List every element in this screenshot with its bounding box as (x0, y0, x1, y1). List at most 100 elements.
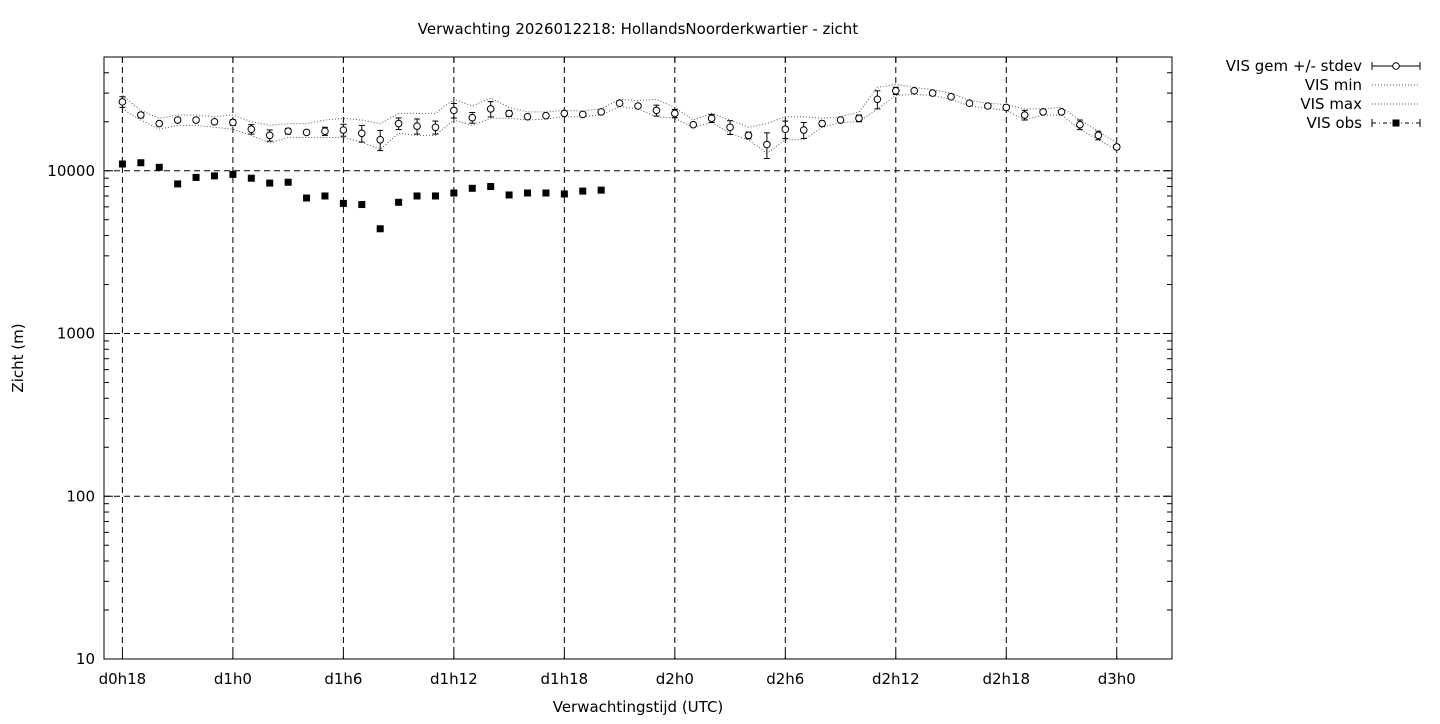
data-point-vis-obs (505, 191, 513, 199)
data-point-vis-gem (302, 128, 311, 137)
data-point-vis-obs (284, 178, 292, 186)
data-point-vis-gem (910, 86, 919, 95)
data-point-vis-gem (781, 125, 790, 134)
data-point-vis-gem (634, 102, 642, 110)
data-point-vis-obs (376, 225, 384, 233)
data-point-vis-gem (671, 109, 679, 118)
data-point-vis-obs (542, 189, 550, 197)
data-point-vis-gem (247, 125, 256, 134)
data-point-vis-gem (891, 86, 900, 95)
data-point-vis-gem (947, 92, 955, 101)
data-point-vis-obs (266, 179, 274, 187)
data-point-vis-obs (413, 192, 421, 200)
x-tick-label: d2h12 (872, 670, 920, 688)
data-point-vis-gem (1002, 103, 1011, 112)
data-point-vis-gem (1020, 111, 1029, 119)
data-point-vis-gem (615, 99, 624, 108)
y-tick-label: 10000 (47, 162, 95, 180)
data-point-vis-obs (468, 184, 476, 192)
data-point-vis-gem (1094, 131, 1103, 140)
data-point-vis-gem (1057, 108, 1066, 116)
data-point-vis-obs (339, 199, 347, 207)
data-point-vis-obs (247, 174, 255, 182)
data-point-vis-gem (1076, 120, 1084, 129)
data-point-vis-gem (818, 119, 826, 128)
y-axis-label: Zicht (m) (9, 323, 27, 392)
data-point-vis-gem (173, 116, 182, 124)
data-point-vis-gem (486, 105, 495, 113)
x-tick-label: d2h0 (656, 670, 694, 688)
data-point-vis-gem (394, 119, 403, 128)
data-point-vis-gem (763, 140, 771, 149)
data-point-vis-gem (560, 109, 569, 118)
x-tick-label: d1h18 (541, 670, 589, 688)
data-point-vis-obs (487, 183, 495, 191)
data-point-vis-gem (799, 126, 808, 134)
data-point-vis-gem (873, 95, 882, 104)
data-point-vis-obs (560, 190, 568, 198)
data-point-vis-gem (542, 111, 550, 120)
data-point-vis-gem (468, 113, 477, 122)
data-point-vis-gem (597, 108, 605, 116)
legend-label: VIS obs (1307, 114, 1363, 132)
data-point-vis-gem (450, 106, 458, 115)
data-point-vis-obs (155, 163, 163, 171)
data-point-vis-obs (450, 189, 458, 197)
x-tick-label: d1h12 (430, 670, 478, 688)
data-point-vis-obs (431, 192, 439, 200)
data-point-vis-obs (210, 172, 218, 180)
data-point-vis-gem (413, 122, 421, 130)
legend-label: VIS min (1305, 76, 1362, 94)
data-point-vis-gem (284, 127, 292, 136)
x-axis-label: Verwachtingstijd (UTC) (553, 698, 724, 716)
x-tick-label: d0h18 (99, 670, 147, 688)
data-point-vis-gem (855, 114, 863, 123)
axis-layer: d0h18 d1h0 d1h6 d1h12 d1h18 d2h0 d2h6 d2h12 d2h1… (47, 56, 1172, 688)
data-point-vis-obs (321, 192, 329, 200)
data-point-vis-gem (1039, 108, 1047, 116)
grid-layer (104, 57, 1172, 659)
data-point-vis-gem (836, 116, 845, 124)
data-point-vis-gem (210, 117, 219, 126)
data-point-vis-gem (155, 119, 164, 128)
x-tick-label: d3h0 (1098, 670, 1136, 688)
data-point-vis-obs (192, 173, 200, 181)
data-point-vis-gem (192, 116, 200, 124)
data-point-vis-gem (137, 111, 145, 119)
data-point-vis-obs (118, 160, 126, 168)
data-point-vis-gem (726, 123, 734, 132)
data-point-vis-obs (303, 194, 311, 202)
x-tick-label: d1h0 (214, 670, 252, 688)
series-layer (118, 83, 1121, 233)
legend-swatch-marker (1392, 62, 1400, 70)
data-point-vis-gem (229, 118, 237, 127)
data-point-vis-gem (265, 131, 274, 140)
data-point-vis-gem (744, 131, 753, 140)
y-tick-label: 10 (76, 650, 95, 668)
data-point-vis-gem (321, 127, 329, 136)
data-point-vis-obs (174, 180, 182, 188)
y-tick-label: 100 (66, 487, 95, 505)
data-point-vis-gem (984, 102, 992, 110)
data-point-vis-gem (652, 106, 661, 115)
data-point-vis-gem (357, 129, 366, 138)
data-point-vis-gem (339, 126, 348, 134)
data-point-vis-obs (524, 189, 532, 197)
data-point-vis-gem (523, 112, 532, 121)
data-point-vis-gem (578, 110, 587, 119)
data-point-vis-gem (707, 114, 716, 123)
data-point-vis-obs (395, 198, 403, 206)
data-point-vis-gem (928, 89, 937, 97)
data-point-vis-obs (137, 159, 145, 167)
chart-title: Verwachting 2026012218: HollandsNoorderk… (418, 20, 859, 38)
data-point-vis-gem (1112, 143, 1121, 151)
legend-label: VIS gem +/- stdev (1226, 57, 1362, 75)
data-point-vis-obs (579, 187, 587, 195)
x-tick-label: d1h6 (324, 670, 362, 688)
legend-label: VIS max (1300, 95, 1362, 113)
data-point-vis-gem (689, 120, 698, 129)
series-line-vis-min (122, 93, 1118, 154)
data-point-vis-obs (229, 170, 237, 178)
